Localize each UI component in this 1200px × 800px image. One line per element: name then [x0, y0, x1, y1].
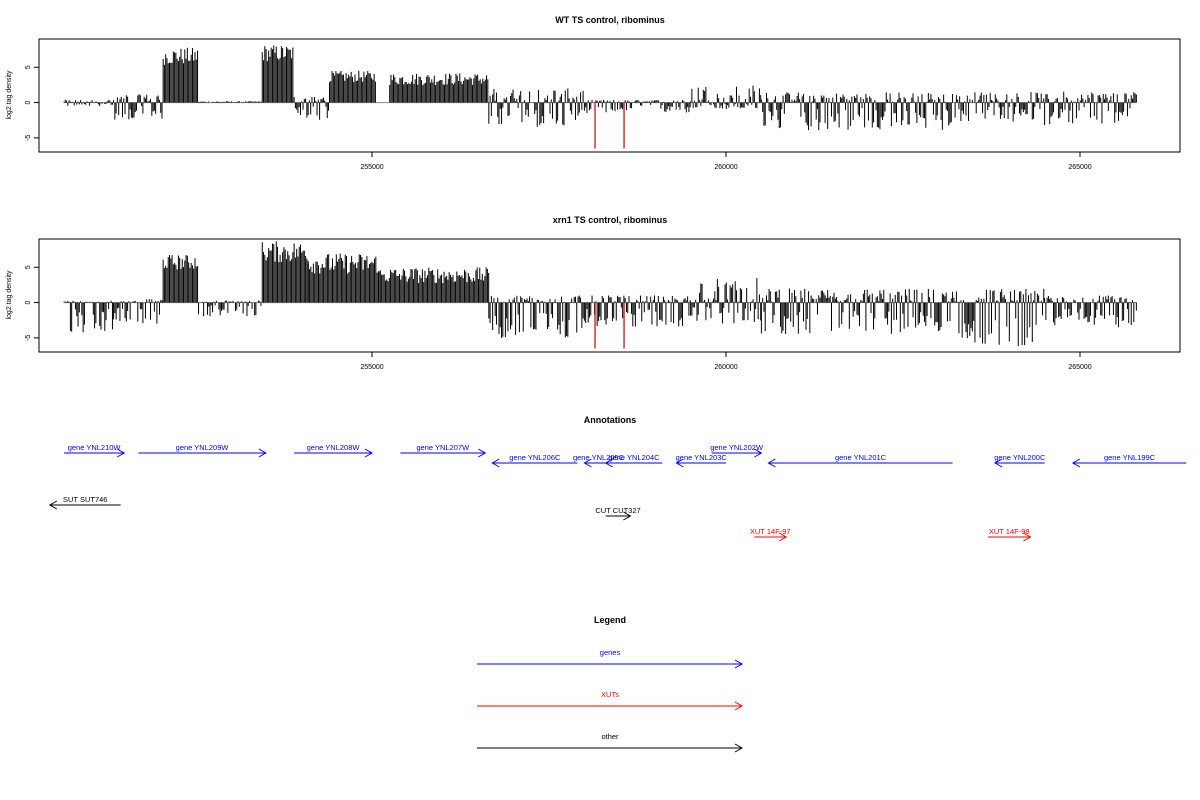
annotations-panel: Annotations gene YNL210W gene YNL209W gene… [48, 415, 1187, 542]
wt-x-tick-label: 255000 [360, 164, 383, 171]
annotation-feature: gene YNL199C [1071, 453, 1187, 468]
annotation-arrowhead [604, 458, 613, 468]
annotation-feature: gene YNL209W [138, 443, 267, 458]
annotation-label: gene YNL202W [710, 443, 764, 452]
legend-arrowhead [734, 743, 744, 753]
annotation-label: gene YNL208W [307, 443, 361, 452]
xrn1-x-tick-label: 265000 [1068, 364, 1091, 371]
annotation-arrowhead [116, 448, 126, 458]
annotation-label: gene YNL204C [608, 453, 660, 462]
legend-items: genes XUTs other [477, 648, 744, 753]
xrn1-density-bars [63, 241, 1137, 349]
annotation-feature: XUT 14F-98 [987, 527, 1032, 542]
annotation-feature: gene YNL202W [710, 443, 764, 458]
xrn1-y-axis-label: log2 tag density [6, 270, 13, 320]
annotation-label: XUT 14F-98 [989, 527, 1030, 536]
annotation-arrowhead [1071, 458, 1081, 468]
annotation-arrowhead [491, 458, 500, 468]
annotation-arrowhead [1023, 532, 1032, 542]
annotation-feature: gene YNL200C [994, 453, 1046, 468]
annotation-arrowhead [994, 458, 1003, 468]
annotation-label: gene YNL206C [509, 453, 561, 462]
annotation-feature: gene YNL206C [491, 453, 578, 468]
annotation-label: gene YNL200C [994, 453, 1046, 462]
annotation-arrowhead [778, 532, 788, 542]
wt-y-axis: -5 0 5 [25, 65, 40, 141]
legend-label: genes [600, 648, 621, 657]
annotation-arrowhead [623, 511, 632, 521]
annotation-feature: gene YNL201C [767, 453, 953, 468]
xrn1-density-panel: xrn1 TS control, ribominus log2 tag dens… [6, 215, 1181, 371]
wt-y-tick-label: 0 [25, 101, 32, 105]
legend-label: XUTs [601, 690, 619, 699]
annotation-feature: SUT SUT746 [48, 495, 121, 510]
xrn1-x-tick-label: 260000 [714, 364, 737, 371]
legend-arrowhead [734, 659, 744, 669]
annotation-feature: gene YNL210W [64, 443, 126, 458]
xrn1-y-tick-label: 5 [25, 265, 32, 269]
wt-y-tick-label: 5 [25, 65, 32, 69]
annotation-arrowhead [767, 458, 776, 468]
legend-arrowhead [734, 701, 744, 711]
wt-panel-title: WT TS control, ribominus [555, 15, 665, 25]
legend-panel: Legend genes XUTs other [477, 615, 744, 753]
wt-y-axis-label: log2 tag density [6, 70, 13, 120]
wt-density-panel: WT TS control, ribominus log2 tag densit… [6, 15, 1181, 171]
xrn1-x-tick-label: 255000 [360, 364, 383, 371]
xrn1-y-tick-label: -5 [25, 335, 32, 341]
annotation-feature: gene YNL207W [400, 443, 487, 458]
annotation-label: XUT 14F-97 [750, 527, 791, 536]
annotation-arrowhead [258, 448, 267, 458]
xrn1-y-tick-label: 0 [25, 301, 32, 305]
xrn1-panel-title: xrn1 TS control, ribominus [553, 215, 668, 225]
annotation-feature: gene YNL203C [675, 453, 728, 468]
xrn1-x-axis: 255000 260000 265000 [360, 351, 1092, 371]
legend-item: XUTs [477, 690, 744, 711]
annotation-label: gene YNL210W [68, 443, 122, 452]
annotation-label: gene YNL201C [835, 453, 887, 462]
annotation-arrowhead [675, 458, 684, 468]
wt-density-bars [63, 45, 1137, 149]
annotation-arrowhead [583, 458, 592, 468]
legend-title: Legend [594, 615, 626, 625]
legend-item: genes [477, 648, 744, 669]
annotation-arrowhead [478, 448, 487, 458]
annotation-feature: gene YNL204C [604, 453, 663, 468]
annotation-label: gene YNL207W [416, 443, 470, 452]
annotation-feature: CUT CUT327 [595, 506, 641, 521]
annotation-feature: XUT 14F-97 [750, 527, 791, 542]
wt-x-axis: 255000 260000 265000 [360, 151, 1092, 171]
wt-plot-frame [38, 38, 1181, 153]
annotation-label: gene YNL203C [676, 453, 728, 462]
wt-x-tick-label: 260000 [714, 164, 737, 171]
annotation-label: gene YNL209W [176, 443, 230, 452]
xrn1-y-axis: -5 0 5 [25, 265, 40, 341]
annotation-label: gene YNL205C [573, 453, 625, 462]
annotation-label: gene YNL199C [1104, 453, 1156, 462]
annotation-label: CUT CUT327 [595, 506, 640, 515]
legend-item: other [477, 732, 744, 753]
wt-y-tick-label: -5 [25, 135, 32, 141]
wt-x-tick-label: 265000 [1068, 164, 1091, 171]
annotation-arrowhead [48, 500, 58, 510]
legend-label: other [601, 732, 619, 741]
annotations-title: Annotations [584, 415, 637, 425]
annotation-label: SUT SUT746 [63, 495, 107, 504]
annotation-features: gene YNL210W gene YNL209W gene YNL208W gene… [48, 443, 1187, 542]
annotation-arrowhead [754, 448, 763, 458]
annotation-arrowhead [364, 448, 374, 458]
annotation-feature: gene YNL208W [294, 443, 374, 458]
